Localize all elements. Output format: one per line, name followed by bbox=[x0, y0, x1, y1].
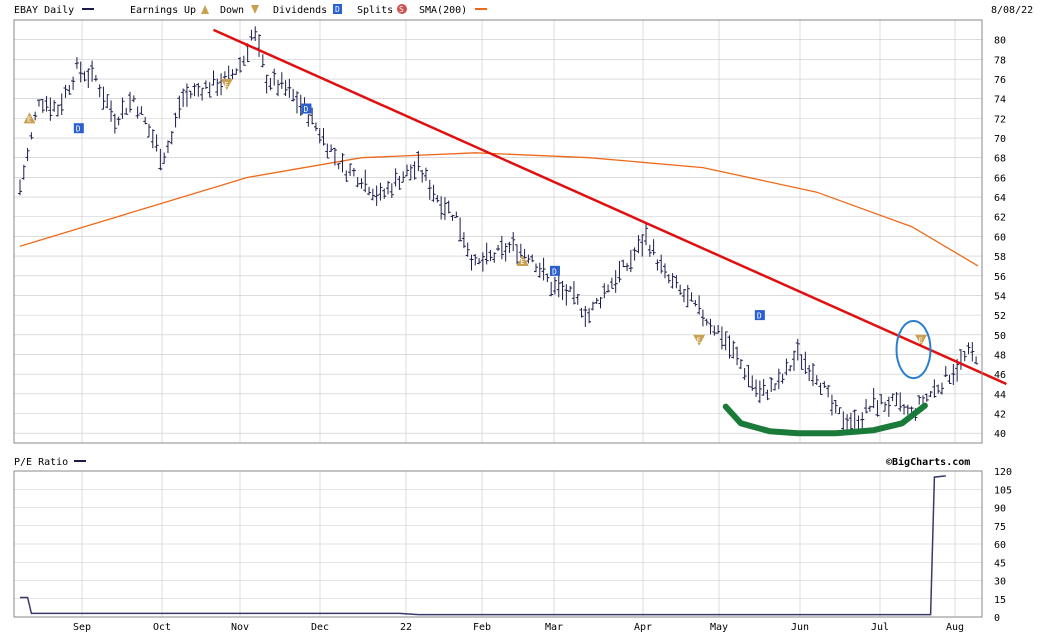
price-grid bbox=[14, 20, 982, 443]
x-tick: Jun bbox=[791, 622, 809, 633]
pe-y-tick: 105 bbox=[994, 485, 1012, 496]
event-markers: E D E D E D E D E bbox=[23, 78, 928, 346]
trendline bbox=[212, 28, 1007, 386]
legend-sma: SMA(200) bbox=[419, 5, 467, 16]
price-y-tick: 52 bbox=[994, 311, 1006, 322]
earnings-down-marker bbox=[220, 78, 233, 90]
price-y-tick: 62 bbox=[994, 213, 1006, 224]
annotations bbox=[212, 28, 1007, 437]
earnings-up-marker bbox=[516, 255, 529, 267]
x-tick: Dec bbox=[311, 622, 329, 633]
x-tick: Nov bbox=[231, 622, 249, 633]
earnings-down-icon bbox=[251, 5, 259, 14]
price-y-tick: 54 bbox=[994, 291, 1006, 302]
price-y-tick: 76 bbox=[994, 75, 1006, 86]
dividend-marker-label: D bbox=[757, 312, 762, 321]
price-y-tick: 60 bbox=[994, 232, 1006, 243]
dividend-marker bbox=[301, 103, 312, 114]
legend-dividends: Dividends bbox=[273, 5, 327, 16]
price-y-tick: 56 bbox=[994, 272, 1006, 283]
dividend-icon bbox=[333, 4, 342, 14]
x-axis: Sep Oct Nov Dec 22 Feb Mar Apr May Jun Jul Aug bbox=[73, 622, 964, 633]
dividend-marker-label: D bbox=[76, 125, 81, 134]
price-y-tick: 42 bbox=[994, 409, 1006, 420]
sma-200-line bbox=[19, 152, 979, 267]
price-y-tick: 80 bbox=[994, 36, 1006, 47]
x-tick: Feb bbox=[473, 622, 491, 633]
earnings-down-marker bbox=[693, 334, 706, 346]
price-y-tick: 78 bbox=[994, 55, 1006, 66]
price-y-tick: 74 bbox=[994, 95, 1006, 106]
price-y-tick: 66 bbox=[994, 173, 1006, 184]
pe-y-tick: 75 bbox=[994, 522, 1006, 533]
price-bars bbox=[18, 26, 979, 435]
dividend-marker bbox=[754, 310, 765, 321]
price-y-tick: 58 bbox=[994, 252, 1006, 263]
price-y-tick: 44 bbox=[994, 390, 1006, 401]
split-icon-label: S bbox=[399, 5, 404, 14]
dividend-marker bbox=[549, 265, 560, 276]
legend-earnings: Earnings bbox=[130, 5, 178, 16]
legend-down: Down bbox=[220, 5, 244, 16]
pe-y-tick: 120 bbox=[994, 467, 1012, 478]
brand-label: ©BigCharts.com bbox=[886, 456, 970, 468]
price-y-axis: 80 78 76 74 72 70 68 66 64 62 60 58 56 54 52 50 48 46 44 42… bbox=[994, 36, 1006, 440]
x-tick: Oct bbox=[153, 622, 171, 633]
x-tick: Apr bbox=[634, 622, 652, 633]
earnings-up-marker bbox=[23, 112, 36, 124]
earnings-up-icon bbox=[201, 5, 209, 14]
dividend-marker-label: D bbox=[303, 105, 308, 114]
pe-y-tick: 45 bbox=[994, 558, 1006, 569]
pe-panel: P/E Ratio ©BigCharts.com 120 105 90 75 60 45 3… bbox=[13, 456, 1012, 624]
pe-y-tick: 60 bbox=[994, 540, 1006, 551]
chart-legend: EBAY Daily Earnings Up Down Dividends D … bbox=[14, 4, 1033, 16]
x-tick: 22 bbox=[400, 622, 412, 633]
earnings-down-marker bbox=[915, 334, 928, 346]
pe-panel-frame bbox=[13, 470, 983, 618]
price-panel-frame bbox=[13, 19, 983, 444]
earnings-marker-label: E bbox=[520, 258, 524, 266]
price-y-tick: 70 bbox=[994, 134, 1006, 145]
x-tick: Mar bbox=[545, 622, 563, 633]
price-y-tick: 40 bbox=[994, 429, 1006, 440]
legend-symbol: EBAY Daily bbox=[14, 5, 74, 16]
price-panel: 80 78 76 74 72 70 68 66 64 62 60 58 56 54 52 50 48 46 44 42… bbox=[13, 19, 1007, 444]
legend-up: Up bbox=[184, 5, 196, 16]
x-tick: Jul bbox=[871, 622, 889, 633]
earnings-marker-label: E bbox=[27, 115, 31, 123]
split-icon bbox=[397, 4, 407, 14]
pe-grid bbox=[14, 470, 982, 618]
dividend-marker-label: D bbox=[552, 267, 557, 276]
x-tick: Aug bbox=[946, 622, 964, 633]
chart-date: 8/08/22 bbox=[991, 5, 1033, 16]
earnings-marker-label: E bbox=[919, 337, 923, 345]
cup-curve bbox=[722, 402, 928, 437]
pe-ratio-line bbox=[20, 475, 946, 616]
price-y-tick: 48 bbox=[994, 350, 1006, 361]
breakout-circle bbox=[895, 320, 932, 380]
pe-y-tick: 15 bbox=[994, 595, 1006, 606]
pe-y-tick: 90 bbox=[994, 504, 1006, 515]
dividend-icon-label: D bbox=[335, 5, 340, 14]
price-y-tick: 72 bbox=[994, 114, 1006, 125]
price-y-tick: 50 bbox=[994, 331, 1006, 342]
legend-splits: Splits bbox=[357, 5, 393, 16]
x-tick: May bbox=[710, 622, 728, 633]
earnings-marker-label: E bbox=[697, 337, 701, 345]
price-y-tick: 68 bbox=[994, 154, 1006, 165]
earnings-marker-label: E bbox=[224, 81, 228, 89]
pe-label: P/E Ratio bbox=[14, 457, 68, 468]
x-tick: Sep bbox=[73, 622, 91, 633]
pe-y-tick: 0 bbox=[994, 613, 1000, 624]
pe-y-tick: 30 bbox=[994, 577, 1006, 588]
pe-y-axis: 120 105 90 75 60 45 30 15 0 bbox=[994, 467, 1012, 624]
price-y-tick: 64 bbox=[994, 193, 1006, 204]
price-y-tick: 46 bbox=[994, 370, 1006, 381]
dividend-marker bbox=[73, 123, 84, 134]
